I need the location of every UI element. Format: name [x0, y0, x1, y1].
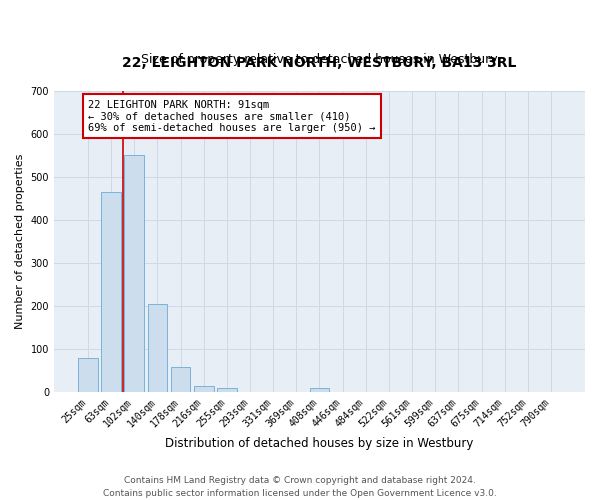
Bar: [194, 386, 214, 392]
Text: 22, LEIGHTON PARK NORTH, WESTBURY, BA13 3RL: 22, LEIGHTON PARK NORTH, WESTBURY, BA13 …: [122, 56, 517, 70]
Bar: [78, 358, 98, 392]
Title: Size of property relative to detached houses in Westbury: Size of property relative to detached ho…: [141, 53, 498, 66]
X-axis label: Distribution of detached houses by size in Westbury: Distribution of detached houses by size …: [165, 437, 473, 450]
Bar: [124, 156, 144, 392]
Y-axis label: Number of detached properties: Number of detached properties: [15, 154, 25, 329]
Bar: [148, 304, 167, 392]
Text: 22 LEIGHTON PARK NORTH: 91sqm
← 30% of detached houses are smaller (410)
69% of : 22 LEIGHTON PARK NORTH: 91sqm ← 30% of d…: [88, 100, 376, 132]
Bar: [170, 368, 190, 392]
Text: Contains HM Land Registry data © Crown copyright and database right 2024.
Contai: Contains HM Land Registry data © Crown c…: [103, 476, 497, 498]
Bar: [310, 388, 329, 392]
Bar: [217, 388, 236, 392]
Bar: [101, 192, 121, 392]
